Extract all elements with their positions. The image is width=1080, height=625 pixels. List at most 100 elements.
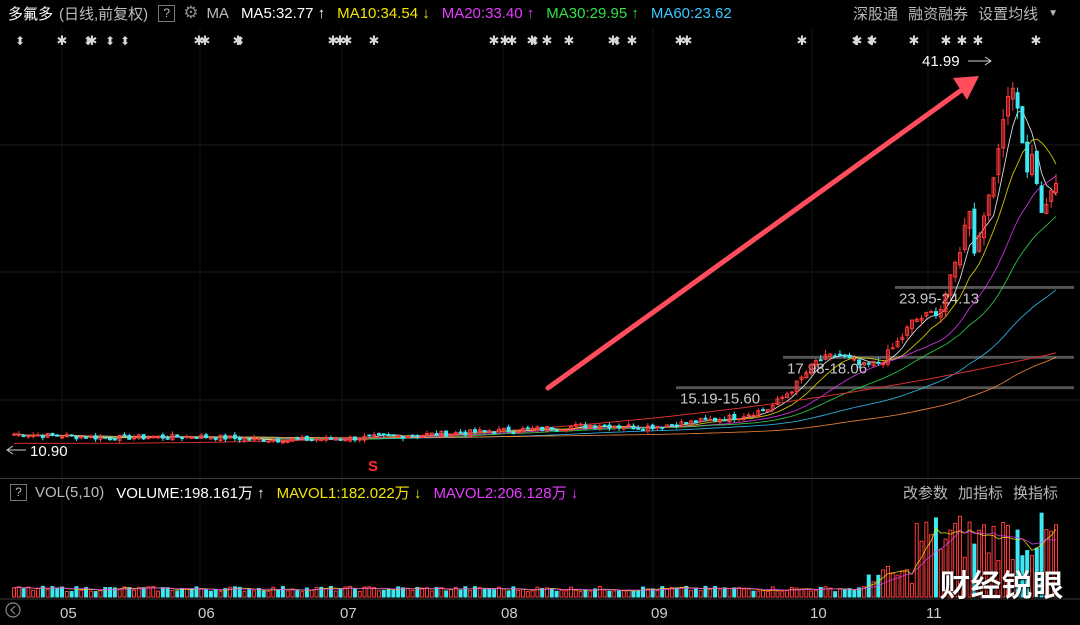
volume-bar[interactable]: [943, 538, 948, 598]
volume-bar[interactable]: [909, 582, 914, 598]
link-add-indicator[interactable]: 加指标: [957, 484, 1003, 502]
candle[interactable]: [463, 429, 468, 438]
candle[interactable]: [304, 435, 309, 442]
candle[interactable]: [1034, 150, 1039, 186]
stock-name[interactable]: 多氟多: [8, 5, 54, 23]
event-star-icon[interactable]: ✱: [200, 33, 211, 48]
volume-bar[interactable]: [266, 590, 271, 598]
volume-bar[interactable]: [573, 589, 578, 598]
volume-bar[interactable]: [881, 569, 886, 598]
candle[interactable]: [813, 358, 818, 370]
volume-bar[interactable]: [410, 589, 415, 598]
candle[interactable]: [146, 435, 151, 440]
candle[interactable]: [1049, 189, 1054, 208]
volume-bar[interactable]: [386, 588, 391, 598]
link-shenguton[interactable]: 深股通: [853, 5, 899, 23]
candle[interactable]: [391, 434, 396, 437]
candle[interactable]: [809, 363, 814, 376]
candle[interactable]: [381, 433, 386, 438]
candle[interactable]: [189, 435, 194, 439]
candle[interactable]: [756, 408, 761, 418]
volume-bar[interactable]: [957, 515, 962, 598]
event-star-icon[interactable]: ✱: [564, 33, 575, 48]
volume-bar[interactable]: [650, 588, 655, 598]
event-star-icon[interactable]: ✱: [973, 33, 984, 48]
link-set-ma[interactable]: 设置均线: [978, 5, 1039, 23]
volume-bar[interactable]: [962, 556, 967, 598]
volume-bar[interactable]: [669, 587, 674, 598]
volume-bar[interactable]: [324, 588, 329, 598]
volume-bar[interactable]: [112, 587, 117, 598]
candle[interactable]: [156, 435, 161, 440]
candle[interactable]: [468, 429, 473, 438]
volume-bar[interactable]: [103, 587, 108, 598]
candle[interactable]: [376, 432, 381, 436]
volume-bar[interactable]: [64, 590, 69, 598]
candle[interactable]: [905, 325, 910, 339]
volume-bar[interactable]: [74, 586, 79, 598]
volume-bar[interactable]: [693, 587, 698, 598]
event-arrow-icon[interactable]: ⬍: [851, 34, 861, 48]
volume-bar[interactable]: [1039, 512, 1044, 598]
volume-bar[interactable]: [809, 590, 814, 598]
candle[interactable]: [170, 431, 175, 441]
volume-help-button[interactable]: ?: [10, 483, 27, 501]
candle[interactable]: [751, 412, 756, 417]
gear-icon[interactable]: ⚙: [183, 3, 199, 22]
candle[interactable]: [871, 360, 876, 367]
candle[interactable]: [962, 217, 967, 254]
volume-bar[interactable]: [199, 588, 204, 598]
candle[interactable]: [448, 433, 453, 438]
candle[interactable]: [717, 417, 722, 425]
candle[interactable]: [631, 423, 636, 430]
candle[interactable]: [218, 434, 223, 442]
candle[interactable]: [525, 425, 530, 431]
candle[interactable]: [521, 425, 525, 434]
volume-bar[interactable]: [352, 588, 357, 598]
volume-bar[interactable]: [981, 524, 986, 598]
candle[interactable]: [612, 425, 617, 431]
volume-bar[interactable]: [88, 590, 93, 598]
volume-bar[interactable]: [444, 590, 449, 598]
candle[interactable]: [309, 438, 314, 442]
candle[interactable]: [136, 433, 141, 440]
candle[interactable]: [967, 210, 972, 237]
event-star-icon[interactable]: ✱: [957, 33, 968, 48]
event-star-icon[interactable]: ✱: [675, 33, 686, 48]
volume-bar[interactable]: [660, 586, 665, 598]
candle[interactable]: [626, 421, 631, 427]
volume-bar[interactable]: [828, 587, 833, 598]
volume-bar[interactable]: [132, 589, 137, 598]
volume-bar[interactable]: [93, 591, 98, 598]
candle[interactable]: [794, 380, 799, 396]
volume-bar[interactable]: [780, 590, 785, 598]
candle[interactable]: [674, 421, 679, 429]
volume-bar[interactable]: [977, 529, 982, 598]
event-arrow-icon[interactable]: ⬍: [530, 34, 540, 48]
event-arrow-icon[interactable]: ⬍: [235, 34, 245, 48]
event-arrow-icon[interactable]: ⬍: [15, 34, 25, 48]
candle[interactable]: [338, 438, 343, 441]
volume-bar[interactable]: [540, 587, 545, 598]
volume-bar[interactable]: [967, 521, 972, 598]
candle[interactable]: [554, 428, 559, 432]
candle[interactable]: [434, 430, 439, 436]
volume-bar[interactable]: [727, 588, 732, 598]
volume-bar[interactable]: [794, 587, 799, 598]
candle[interactable]: [986, 193, 991, 223]
volume-bar[interactable]: [890, 572, 895, 598]
candle[interactable]: [232, 431, 237, 442]
volume-bar[interactable]: [232, 586, 237, 598]
volume-bar[interactable]: [785, 590, 790, 598]
volume-bar[interactable]: [391, 589, 396, 598]
volume-bar[interactable]: [343, 586, 348, 598]
event-star-icon[interactable]: ✱: [87, 33, 98, 48]
candle[interactable]: [530, 425, 535, 434]
volume-bar[interactable]: [521, 588, 525, 598]
candle[interactable]: [602, 423, 607, 428]
candle[interactable]: [866, 361, 871, 368]
candle[interactable]: [919, 315, 924, 326]
event-star-icon[interactable]: ✱: [867, 33, 878, 48]
volume-bar[interactable]: [31, 589, 36, 598]
